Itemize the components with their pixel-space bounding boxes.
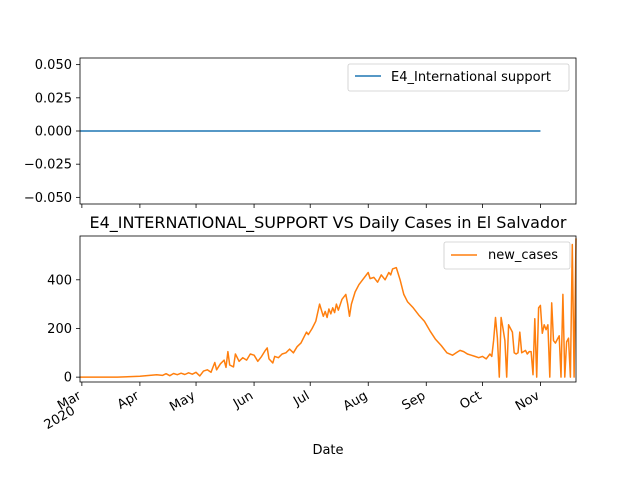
bottom-axes-frame bbox=[79, 235, 577, 383]
bottom-legend-label: new_cases bbox=[488, 248, 558, 263]
bottom-legend: new_cases bbox=[443, 241, 571, 270]
top-x-ticks bbox=[81, 204, 541, 208]
top-legend-label: E4_International support bbox=[391, 70, 551, 85]
top-y-tick-label: −0.025 bbox=[24, 158, 72, 173]
bottom-y-tick-label: 0 bbox=[64, 371, 72, 386]
top-subplot: −0.050 −0.025 0.000 0.025 0.050 E4_Internati… bbox=[24, 57, 577, 208]
top-axes-frame bbox=[79, 57, 577, 205]
bottom-legend-box bbox=[443, 241, 571, 270]
top-y-tick-label: −0.050 bbox=[24, 191, 72, 206]
bottom-chart-title: E4_INTERNATIONAL_SUPPORT VS Daily Cases … bbox=[90, 213, 567, 233]
bottom-y-ticks: 0 200 400 bbox=[47, 273, 80, 386]
top-y-tick-label: 0.050 bbox=[35, 58, 72, 73]
x-axis-label: Date bbox=[312, 443, 343, 458]
top-y-tick-label: 0.000 bbox=[35, 125, 72, 140]
top-y-ticks: −0.050 −0.025 0.000 0.025 0.050 bbox=[24, 58, 80, 206]
bottom-y-tick-label: 200 bbox=[47, 322, 72, 337]
bottom-y-tick-label: 400 bbox=[47, 273, 72, 288]
bottom-subplot: E4_INTERNATIONAL_SUPPORT VS Daily Cases … bbox=[42, 213, 577, 458]
top-legend-box bbox=[347, 63, 570, 92]
bottom-x-tick-label: Jul bbox=[290, 388, 312, 409]
top-y-tick-label: 0.025 bbox=[35, 91, 72, 106]
top-legend: E4_International support bbox=[347, 63, 570, 92]
bottom-series-line-new-cases bbox=[80, 238, 577, 378]
